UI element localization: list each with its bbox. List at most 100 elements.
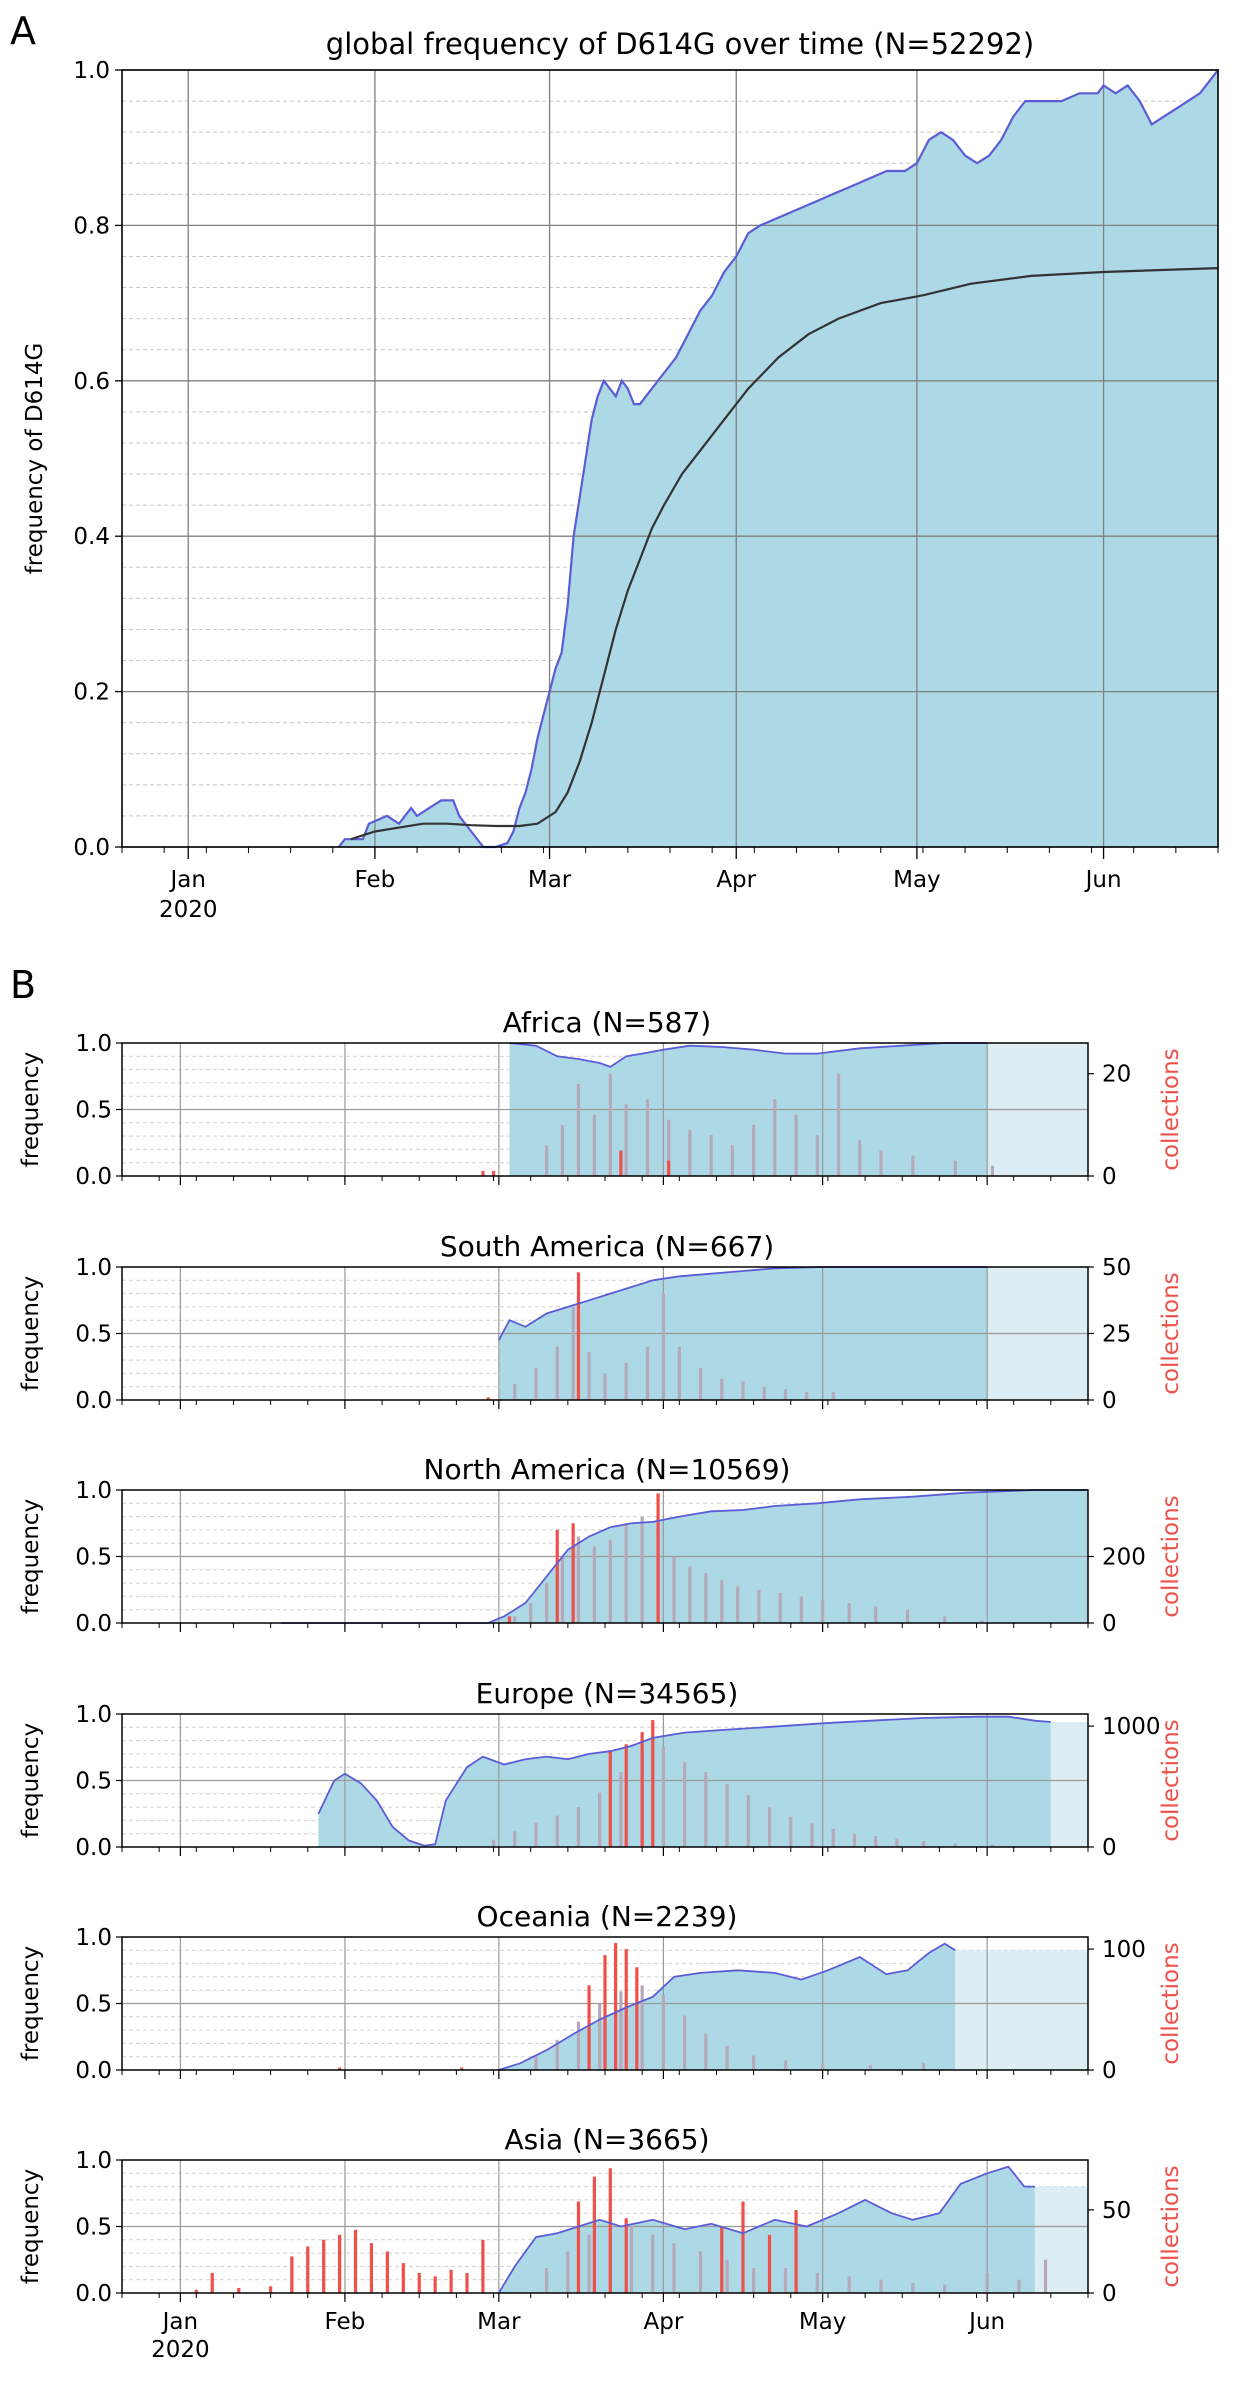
y2-axis-label: collections <box>1158 1719 1184 1841</box>
x-tick-label: Jun <box>967 2309 1005 2335</box>
collection-bar <box>661 1746 665 1847</box>
y-tick-label: 1.0 <box>75 1702 112 1728</box>
collection-bar-red <box>322 2239 326 2293</box>
panel-a-label: A <box>10 9 36 53</box>
collection-bar-red <box>486 1397 490 1400</box>
y2-tick-label: 1000 <box>1102 1714 1161 1740</box>
collection-bar <box>799 1596 803 1623</box>
y2-tick-label: 200 <box>1102 1545 1146 1571</box>
y-axis-label: frequency <box>18 1276 44 1391</box>
collection-bar-red <box>338 2234 342 2293</box>
collection-bar <box>560 1124 565 1176</box>
y2-tick-label: 0 <box>1102 2281 1117 2307</box>
collection-bar <box>571 1306 575 1400</box>
y-axis-label: frequency <box>18 1052 44 1167</box>
collection-bar <box>698 1368 703 1400</box>
y2-tick-label: 0 <box>1102 2058 1117 2084</box>
collection-bar-red <box>353 2229 358 2293</box>
collection-bar-red <box>269 2286 273 2293</box>
collection-bar <box>598 2003 602 2070</box>
collection-bar <box>704 2033 708 2070</box>
collection-bar <box>741 1381 745 1400</box>
y-tick-label: 0.2 <box>73 680 110 706</box>
collection-bar-red <box>449 2269 453 2293</box>
y-tick-label: 1.0 <box>75 2148 112 2174</box>
collection-bar-red <box>640 1732 644 1847</box>
frequency-line <box>317 1715 1051 1847</box>
y2-tick-label: 0 <box>1102 1164 1117 1190</box>
frequency-line <box>498 1266 988 1341</box>
trend-line <box>350 267 1219 841</box>
subplot-south-america: 0.0 0.5 1.0 0 25 50 South America (N=667) frequ… <box>18 1230 1184 1414</box>
y2-axis-label: collections <box>1158 1495 1184 1617</box>
collection-bar-red <box>624 1949 628 2070</box>
collection-bar <box>836 1073 841 1176</box>
collection-bar <box>752 2055 756 2070</box>
collection-bar <box>874 1606 878 1623</box>
collection-bar <box>513 1384 517 1400</box>
collection-bar <box>640 1516 644 1623</box>
x-tick-label: Jun <box>1084 867 1122 893</box>
collection-bar <box>598 1792 602 1847</box>
y-tick-label: 1.0 <box>75 1031 112 1057</box>
collection-bar-red <box>608 1750 612 1847</box>
x-tick-label: May <box>893 867 941 893</box>
collection-bar-red <box>555 1529 559 1623</box>
y-tick-label: 0.0 <box>73 835 110 861</box>
collection-bar <box>778 1593 782 1623</box>
collection-bar <box>576 1536 581 1623</box>
collection-bar-red <box>210 2273 214 2293</box>
collection-bar <box>815 1135 819 1176</box>
subplot-title: Oceania (N=2239) <box>477 1900 738 1933</box>
y-tick-label: 1.0 <box>73 58 110 84</box>
collection-bar <box>555 2039 559 2070</box>
x-tick-label: Mar <box>528 867 572 893</box>
collection-bar <box>911 1155 915 1176</box>
collection-bar <box>895 1838 899 1847</box>
collection-bar <box>725 2259 729 2293</box>
y2-tick-label: 20 <box>1102 1062 1131 1088</box>
collection-bar <box>752 2268 756 2293</box>
x-tick-label: Feb <box>325 2309 366 2335</box>
collection-bar-red <box>465 2273 469 2293</box>
collection-bar <box>545 2268 549 2293</box>
collection-bar <box>513 1616 517 1623</box>
collection-bar <box>868 2065 872 2070</box>
collection-bar <box>943 1616 947 1623</box>
collection-bar-red <box>290 2256 294 2293</box>
collection-bar <box>513 1831 517 1847</box>
collection-bar-red <box>667 1160 671 1176</box>
collection-bar <box>534 1822 538 1847</box>
frequency-area <box>498 1943 956 2070</box>
projection-area <box>955 1950 1088 2070</box>
collection-bar <box>645 1099 650 1176</box>
collection-bar <box>677 1346 681 1400</box>
y2-tick-label: 50 <box>1102 2198 1131 2224</box>
y2-axis-label: collections <box>1158 2165 1184 2287</box>
collection-bar <box>683 2015 687 2070</box>
y-tick-label: 0.5 <box>75 1098 112 1124</box>
collection-bar <box>534 2055 538 2070</box>
collection-bar-red <box>624 1744 628 1847</box>
collection-bar <box>858 1140 862 1176</box>
collection-bar <box>815 2273 819 2293</box>
y2-axis-label: collections <box>1158 1942 1184 2064</box>
y2-axis-label: collections <box>1158 1048 1184 1170</box>
collection-bar-red <box>767 2234 772 2293</box>
collection-bar-red <box>587 1985 591 2070</box>
collection-bar-red <box>401 2263 405 2293</box>
collection-bar <box>704 1772 708 1847</box>
collection-bar <box>773 1099 777 1176</box>
collection-bar <box>736 1586 740 1623</box>
y-tick-label: 0.4 <box>73 524 110 550</box>
y-axis-label: frequency <box>18 1499 44 1614</box>
collection-bar <box>980 1620 984 1623</box>
x-tick-sublabel: 2020 <box>151 2337 210 2363</box>
y2-tick-label: 0 <box>1102 1835 1117 1861</box>
collection-bar <box>783 1389 788 1400</box>
panel-b-label: B <box>10 963 36 1007</box>
y2-tick-label: 100 <box>1102 1937 1146 1963</box>
collection-bar <box>847 2276 851 2293</box>
subplot-africa: 0.0 0.5 1.0 0 20 Africa (N=587) frequency colle… <box>18 1006 1184 1190</box>
